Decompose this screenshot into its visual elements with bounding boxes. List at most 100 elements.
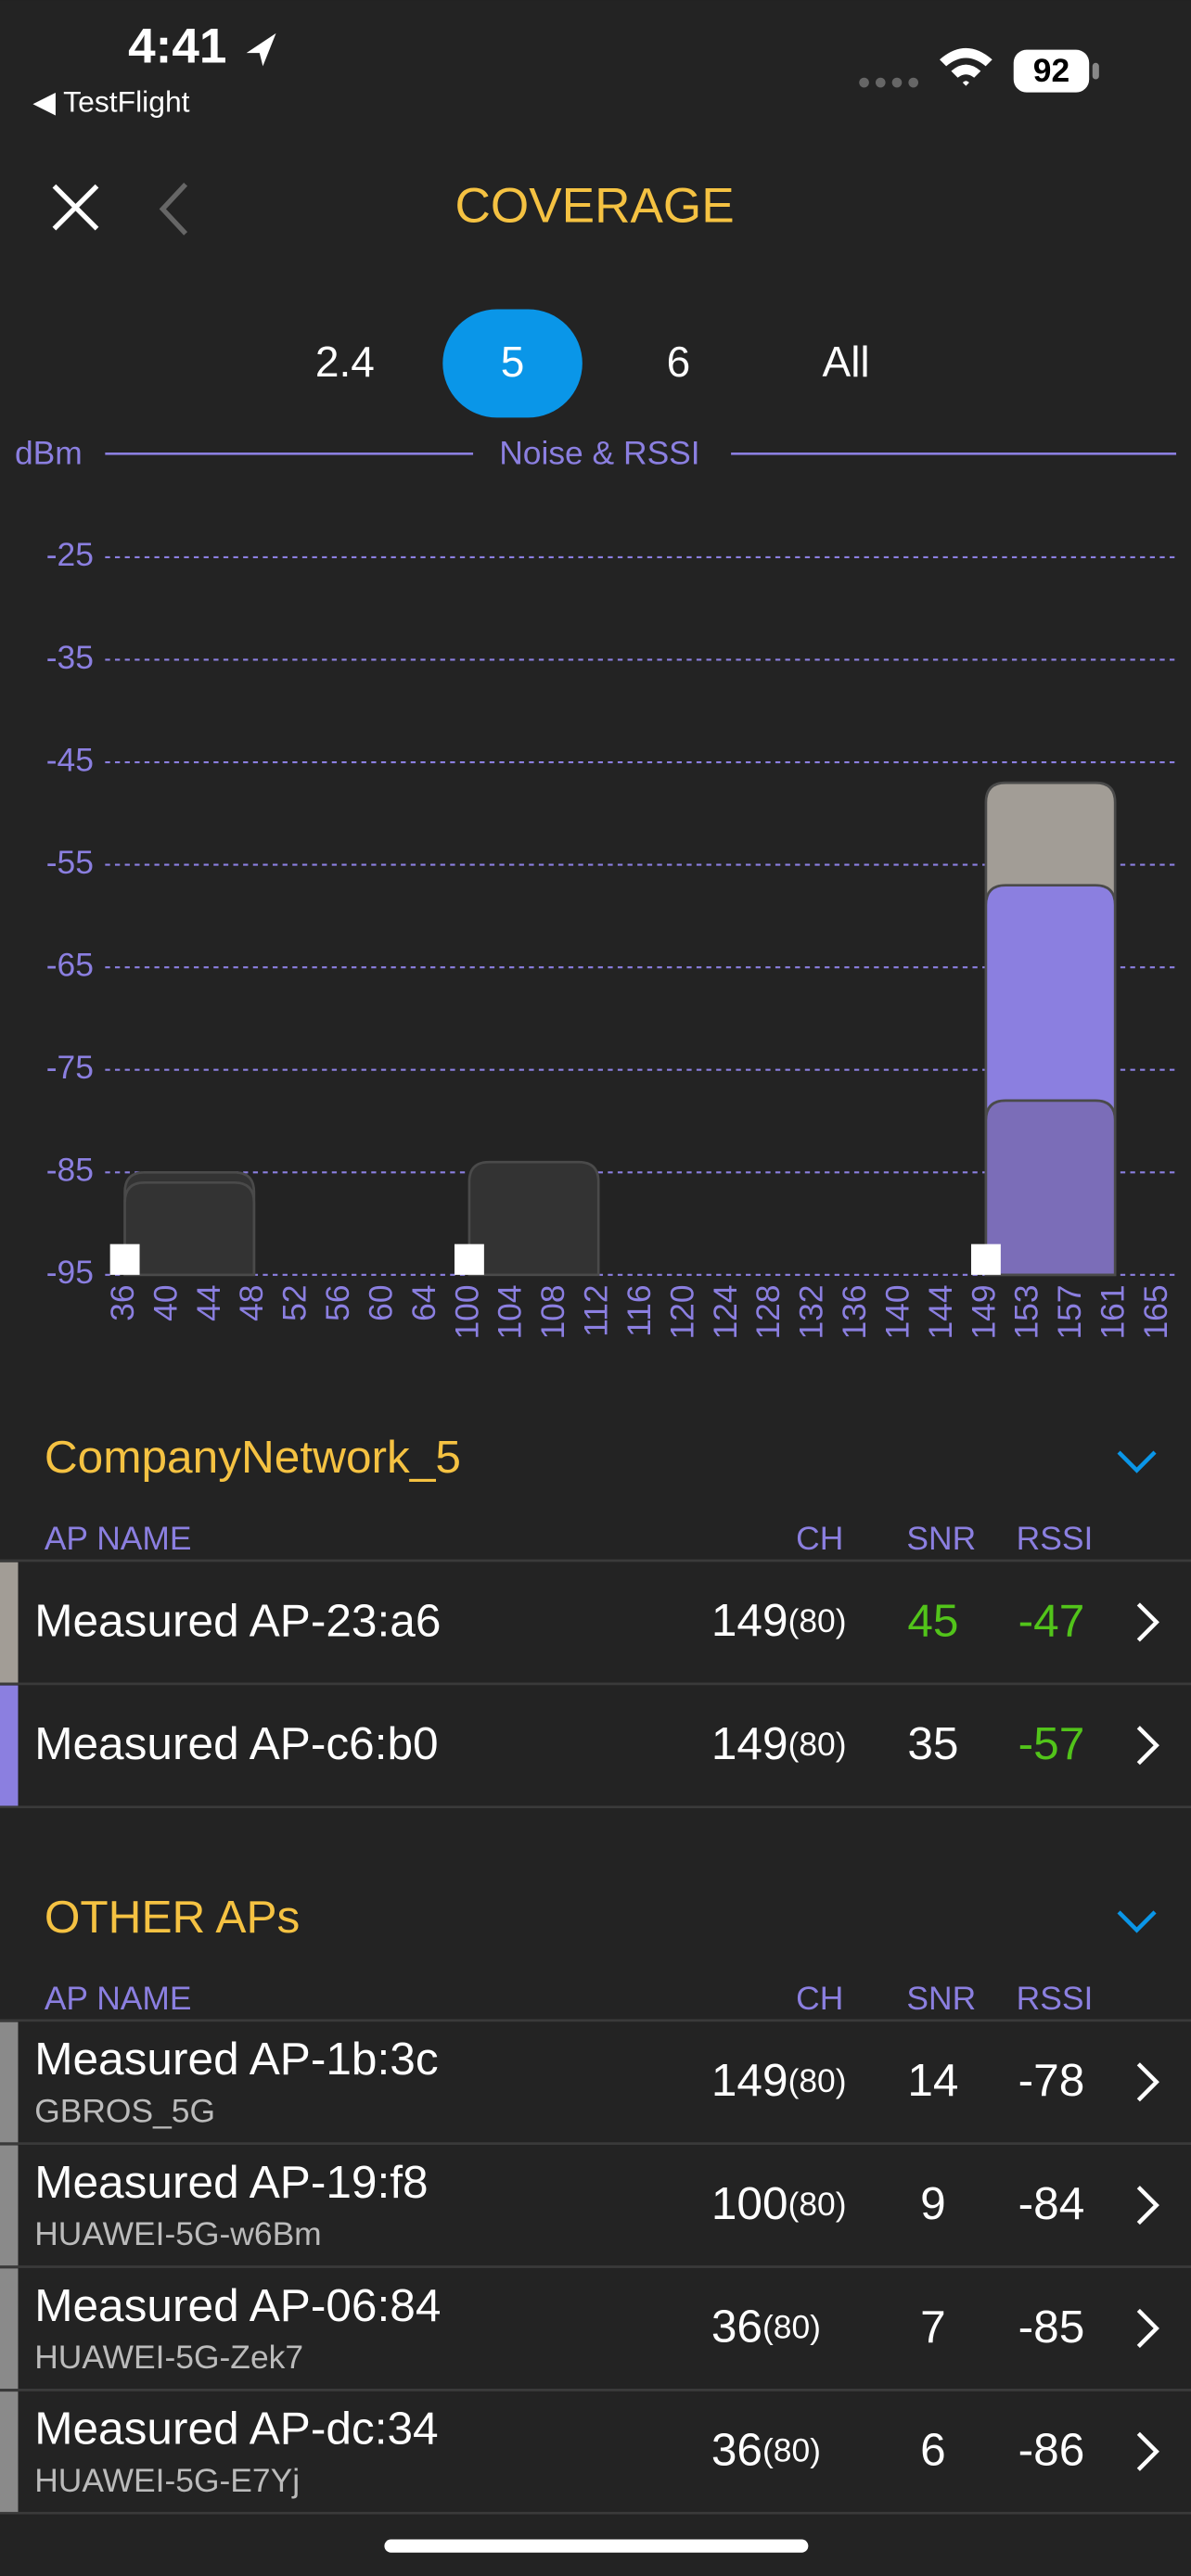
channel: 149(80) xyxy=(711,1717,847,1769)
bar xyxy=(467,1160,600,1277)
x-tick-label: 132 xyxy=(793,1284,830,1339)
collapse-chevron[interactable] xyxy=(1117,1910,1157,1933)
x-tick-label: 136 xyxy=(836,1284,873,1339)
band-tab[interactable]: 2.4 xyxy=(315,338,375,386)
x-tick-label: 140 xyxy=(878,1284,916,1339)
row-chevron[interactable] xyxy=(1136,2308,1159,2348)
y-tick-label: -35 xyxy=(46,639,94,676)
ap-name[interactable]: Measured AP-1b:3c xyxy=(34,2033,438,2085)
band-tab[interactable]: 6 xyxy=(667,338,691,386)
channel: 36(80) xyxy=(711,2424,821,2476)
status-time: 4:41 xyxy=(128,19,226,74)
channel-number: 149 xyxy=(711,1594,788,1646)
location-icon xyxy=(246,32,276,67)
x-tick-label: 116 xyxy=(621,1284,658,1336)
bar xyxy=(984,1099,1117,1277)
selected-tab-pill xyxy=(442,309,583,418)
x-tick-label: 157 xyxy=(1051,1284,1088,1339)
channel: 149(80) xyxy=(711,1594,847,1646)
y-tick-label: -95 xyxy=(46,1254,94,1291)
x-tick-label: 128 xyxy=(749,1284,787,1339)
channel-number: 100 xyxy=(711,2177,788,2229)
ap-ssid: HUAWEI-5G-E7Yj xyxy=(34,2462,300,2499)
ap-name[interactable]: Measured AP-06:84 xyxy=(34,2279,441,2331)
x-tick-label: 56 xyxy=(319,1284,356,1320)
ap-name[interactable]: Measured AP-c6:b0 xyxy=(34,1717,438,1769)
column-header: AP NAME xyxy=(45,1980,192,2017)
channel-number: 36 xyxy=(711,2301,762,2353)
row-chevron[interactable] xyxy=(1136,2431,1159,2471)
x-tick-label: 108 xyxy=(534,1284,571,1339)
x-tick-label: 52 xyxy=(276,1284,314,1320)
row-chevron[interactable] xyxy=(1136,1726,1159,1766)
rssi: -85 xyxy=(1018,2301,1085,2353)
noise-marker xyxy=(109,1243,140,1275)
rssi: -84 xyxy=(1018,2177,1085,2229)
row-stripe xyxy=(0,1685,19,1807)
back-button[interactable] xyxy=(159,183,188,236)
row-stripe xyxy=(0,1562,19,1684)
ap-name[interactable]: Measured AP-dc:34 xyxy=(34,2403,438,2455)
channel-width: (80) xyxy=(788,2186,847,2223)
row-stripe xyxy=(0,2145,19,2267)
x-tick-label: 161 xyxy=(1095,1284,1132,1339)
y-tick-label: -25 xyxy=(46,536,94,573)
snr: 14 xyxy=(907,2054,958,2106)
column-header: RSSI xyxy=(1017,1980,1094,2017)
rssi: -78 xyxy=(1018,2054,1085,2106)
row-chevron[interactable] xyxy=(1136,1602,1159,1642)
snr: 45 xyxy=(907,1594,958,1646)
ap-ssid: GBROS_5G xyxy=(34,2092,215,2129)
channel-number: 149 xyxy=(711,1717,788,1769)
ap-name[interactable]: Measured AP-23:a6 xyxy=(34,1594,441,1646)
band-tab[interactable]: 5 xyxy=(501,338,525,386)
x-tick-label: 100 xyxy=(448,1284,485,1339)
x-tick-label: 112 xyxy=(578,1284,615,1336)
bar xyxy=(123,1180,256,1277)
close-button[interactable] xyxy=(52,184,99,231)
row-chevron[interactable] xyxy=(1136,2186,1159,2225)
chart-title: Noise & RSSI xyxy=(499,434,699,471)
noise-marker xyxy=(454,1243,484,1275)
x-tick-label: 48 xyxy=(233,1284,270,1320)
y-tick-label: -65 xyxy=(46,947,94,984)
channel-number: 36 xyxy=(711,2424,762,2476)
column-header: RSSI xyxy=(1017,1520,1094,1557)
row-stripe xyxy=(0,2021,19,2144)
snr: 9 xyxy=(920,2177,946,2229)
ap-name[interactable]: Measured AP-19:f8 xyxy=(34,2156,428,2208)
row-chevron[interactable] xyxy=(1136,2062,1159,2102)
channel-width: (80) xyxy=(788,2062,847,2099)
band-tab[interactable]: All xyxy=(823,338,870,386)
back-app[interactable]: ◀ TestFlight xyxy=(32,85,189,119)
nav-title: COVERAGE xyxy=(455,178,735,233)
channel-width: (80) xyxy=(762,2432,821,2469)
signal-dots xyxy=(859,77,919,88)
collapse-chevron[interactable] xyxy=(1117,1450,1157,1473)
y-tick-label: -85 xyxy=(46,1152,94,1189)
x-tick-label: 44 xyxy=(190,1284,227,1320)
column-header: CH xyxy=(796,1980,843,2017)
chart: dBm Noise & RSSI -25 -35 -45 -55 -65 -75 -85 -95 3… xyxy=(15,434,1177,1340)
battery-cap xyxy=(1092,62,1099,80)
x-tick-label: 60 xyxy=(362,1284,399,1320)
x-tick-label: 153 xyxy=(1008,1284,1045,1339)
rssi: -47 xyxy=(1018,1594,1085,1646)
y-tick-label: -55 xyxy=(46,844,94,881)
channel-width: (80) xyxy=(788,1603,847,1640)
y-tick-label: -75 xyxy=(46,1049,94,1086)
channel: 149(80) xyxy=(711,2054,847,2106)
x-tick-label: 165 xyxy=(1137,1284,1174,1339)
noise-marker xyxy=(970,1243,1001,1275)
column-header: CH xyxy=(796,1520,843,1557)
ap-ssid: HUAWEI-5G-Zek7 xyxy=(34,2339,303,2376)
y-tick-label: -45 xyxy=(46,741,94,778)
rssi: -86 xyxy=(1018,2424,1085,2476)
ap-ssid: HUAWEI-5G-w6Bm xyxy=(34,2215,322,2252)
x-tick-label: 104 xyxy=(492,1284,529,1339)
battery xyxy=(1013,49,1090,93)
x-tick-label: 124 xyxy=(707,1284,744,1339)
battery-level: 92 xyxy=(1033,52,1069,89)
rssi: -57 xyxy=(1018,1717,1085,1769)
